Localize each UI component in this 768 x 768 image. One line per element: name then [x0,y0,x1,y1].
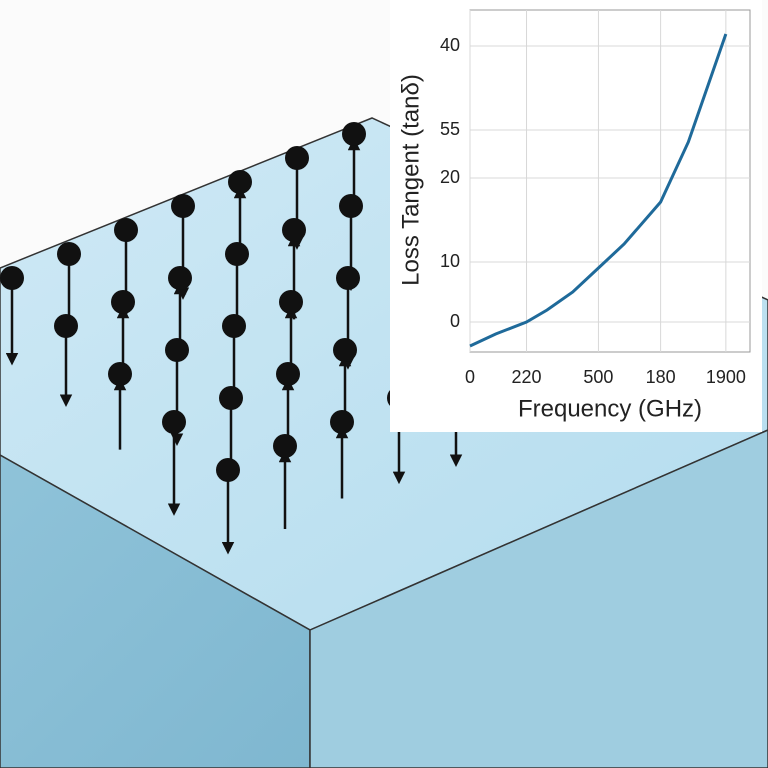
x-tick-label: 220 [511,367,541,387]
dipole-dot [228,170,252,194]
dipole-dot [285,146,309,170]
dipole-dot [108,362,132,386]
dipole-dot [276,362,300,386]
dipole-dot [333,338,357,362]
dipole [162,410,186,516]
y-tick-label: 55 [440,119,460,139]
dipole-dot [111,290,135,314]
dipole-dot [225,242,249,266]
dipole [54,314,78,407]
dipole-dot [162,410,186,434]
dipole-dot [165,338,189,362]
x-axis-label: Frequency (GHz) [518,395,702,422]
dipole-dot [222,314,246,338]
dipole-dot [330,410,354,434]
slab-left [0,454,311,768]
dipole [273,434,297,529]
data-line [469,33,728,348]
dipole-dot [342,122,366,146]
y-tick-label: 10 [440,251,460,271]
dipole-dot [279,290,303,314]
x-tick-label: 500 [583,367,613,387]
dipole-dot [114,218,138,242]
dipole [216,458,240,555]
y-axis-label: Loss Tangent (tanδ) [397,74,424,286]
dipole-dot [54,314,78,338]
dipole [330,410,354,499]
dipole-dot [339,194,363,218]
dipole [225,242,249,332]
y-tick-label: 0 [450,311,460,331]
dipole-dot [171,194,195,218]
dipole [108,362,132,450]
x-tick-label: 0 [465,367,475,387]
plot: 0 220 500 180 1900 0 10 20 55 40 [440,10,750,387]
dipole-dot [336,266,360,290]
y-tick-label: 40 [440,35,460,55]
dipole-dot [57,242,81,266]
slab-right [309,429,768,768]
x-tick-label: 1900 [706,367,746,387]
x-tick-label: 180 [646,367,676,387]
inset-background [390,0,762,432]
dipole-dot [216,458,240,482]
dipole [0,266,24,366]
dipole-dot [219,386,243,410]
dipole-dot [282,218,306,242]
dipole-dot [273,434,297,458]
dipole-dot [168,266,192,290]
y-tick-label: 20 [440,167,460,187]
dipole-dot [0,266,24,290]
